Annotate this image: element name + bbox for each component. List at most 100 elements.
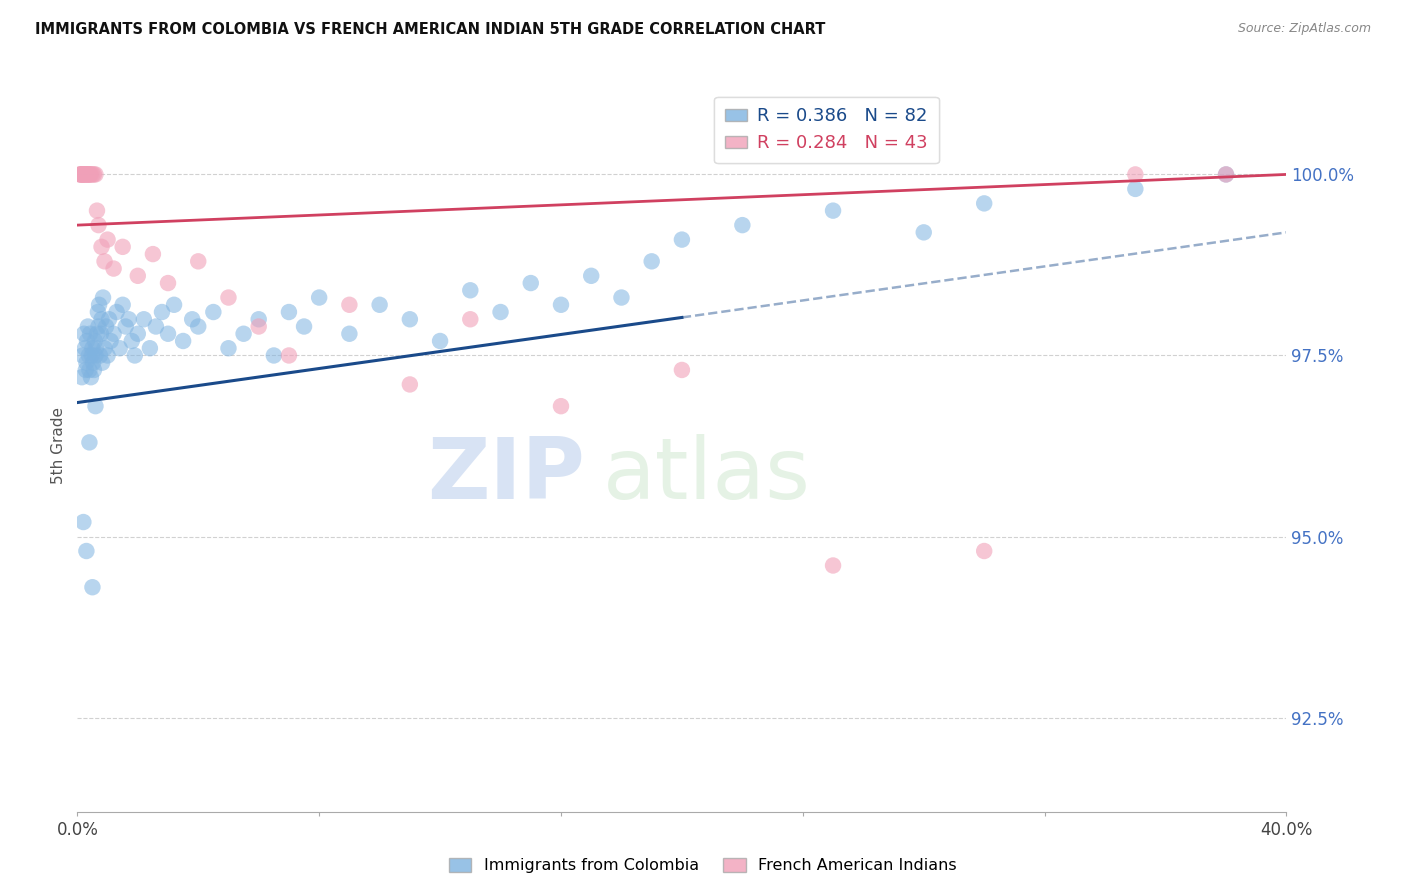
Point	[139, 341, 162, 355]
Point	[142, 247, 165, 261]
Point	[1215, 168, 1237, 182]
Point	[111, 298, 134, 312]
Point	[1215, 168, 1237, 182]
Text: ZIP: ZIP	[427, 434, 585, 516]
Point	[145, 319, 167, 334]
Point	[550, 298, 572, 312]
Point	[82, 580, 104, 594]
Point	[73, 168, 96, 182]
Point	[278, 349, 301, 363]
Point	[75, 544, 97, 558]
Point	[1125, 168, 1147, 182]
Point	[399, 377, 422, 392]
Point	[912, 225, 935, 239]
Point	[80, 168, 103, 182]
Point	[187, 319, 209, 334]
Point	[96, 233, 118, 247]
Point	[84, 168, 107, 182]
Point	[86, 203, 108, 218]
Point	[150, 305, 173, 319]
Text: Source: ZipAtlas.com: Source: ZipAtlas.com	[1237, 22, 1371, 36]
Point	[86, 326, 108, 341]
Point	[77, 168, 100, 182]
Point	[89, 349, 111, 363]
Point	[202, 305, 225, 319]
Point	[72, 168, 94, 182]
Text: IMMIGRANTS FROM COLOMBIA VS FRENCH AMERICAN INDIAN 5TH GRADE CORRELATION CHART: IMMIGRANTS FROM COLOMBIA VS FRENCH AMERI…	[35, 22, 825, 37]
Point	[90, 326, 112, 341]
Point	[263, 349, 285, 363]
Point	[581, 268, 603, 283]
Point	[218, 341, 240, 355]
Point	[80, 370, 103, 384]
Point	[641, 254, 664, 268]
Point	[70, 168, 93, 182]
Point	[76, 168, 98, 182]
Point	[429, 334, 451, 348]
Point	[124, 349, 146, 363]
Point	[399, 312, 422, 326]
Point	[218, 291, 240, 305]
Point	[72, 349, 94, 363]
Point	[489, 305, 512, 319]
Point	[100, 334, 122, 348]
Point	[731, 218, 754, 232]
Point	[80, 349, 103, 363]
Point	[671, 363, 693, 377]
Point	[70, 168, 93, 182]
Point	[83, 168, 105, 182]
Text: atlas: atlas	[603, 434, 811, 516]
Point	[232, 326, 254, 341]
Point	[550, 399, 572, 413]
Point	[278, 305, 301, 319]
Point	[96, 349, 118, 363]
Point	[87, 305, 110, 319]
Point	[90, 240, 112, 254]
Point	[72, 515, 94, 529]
Point	[93, 341, 115, 355]
Point	[79, 168, 101, 182]
Point	[87, 298, 110, 312]
Point	[87, 319, 110, 334]
Point	[84, 399, 107, 413]
Point	[105, 305, 128, 319]
Point	[247, 312, 270, 326]
Point	[821, 203, 844, 218]
Point	[82, 168, 104, 182]
Point	[84, 349, 107, 363]
Point	[121, 334, 143, 348]
Point	[111, 240, 134, 254]
Point	[1125, 182, 1147, 196]
Point	[82, 356, 104, 370]
Point	[127, 326, 149, 341]
Point	[91, 291, 114, 305]
Point	[75, 363, 97, 377]
Point	[77, 168, 100, 182]
Point	[93, 254, 115, 268]
Point	[163, 298, 186, 312]
Point	[458, 312, 481, 326]
Point	[91, 356, 114, 370]
Point	[79, 363, 101, 377]
Point	[247, 319, 270, 334]
Point	[75, 168, 97, 182]
Point	[70, 370, 93, 384]
Point	[973, 544, 995, 558]
Point	[103, 261, 125, 276]
Point	[77, 319, 100, 334]
Point	[83, 363, 105, 377]
Point	[75, 356, 97, 370]
Point	[70, 168, 93, 182]
Point	[157, 276, 180, 290]
Point	[610, 291, 633, 305]
Point	[94, 319, 117, 334]
Point	[458, 283, 481, 297]
Point	[79, 435, 101, 450]
Y-axis label: 5th Grade: 5th Grade	[51, 408, 66, 484]
Point	[90, 312, 112, 326]
Point	[108, 341, 131, 355]
Point	[368, 298, 391, 312]
Point	[339, 298, 360, 312]
Point	[84, 341, 107, 355]
Point	[77, 349, 100, 363]
